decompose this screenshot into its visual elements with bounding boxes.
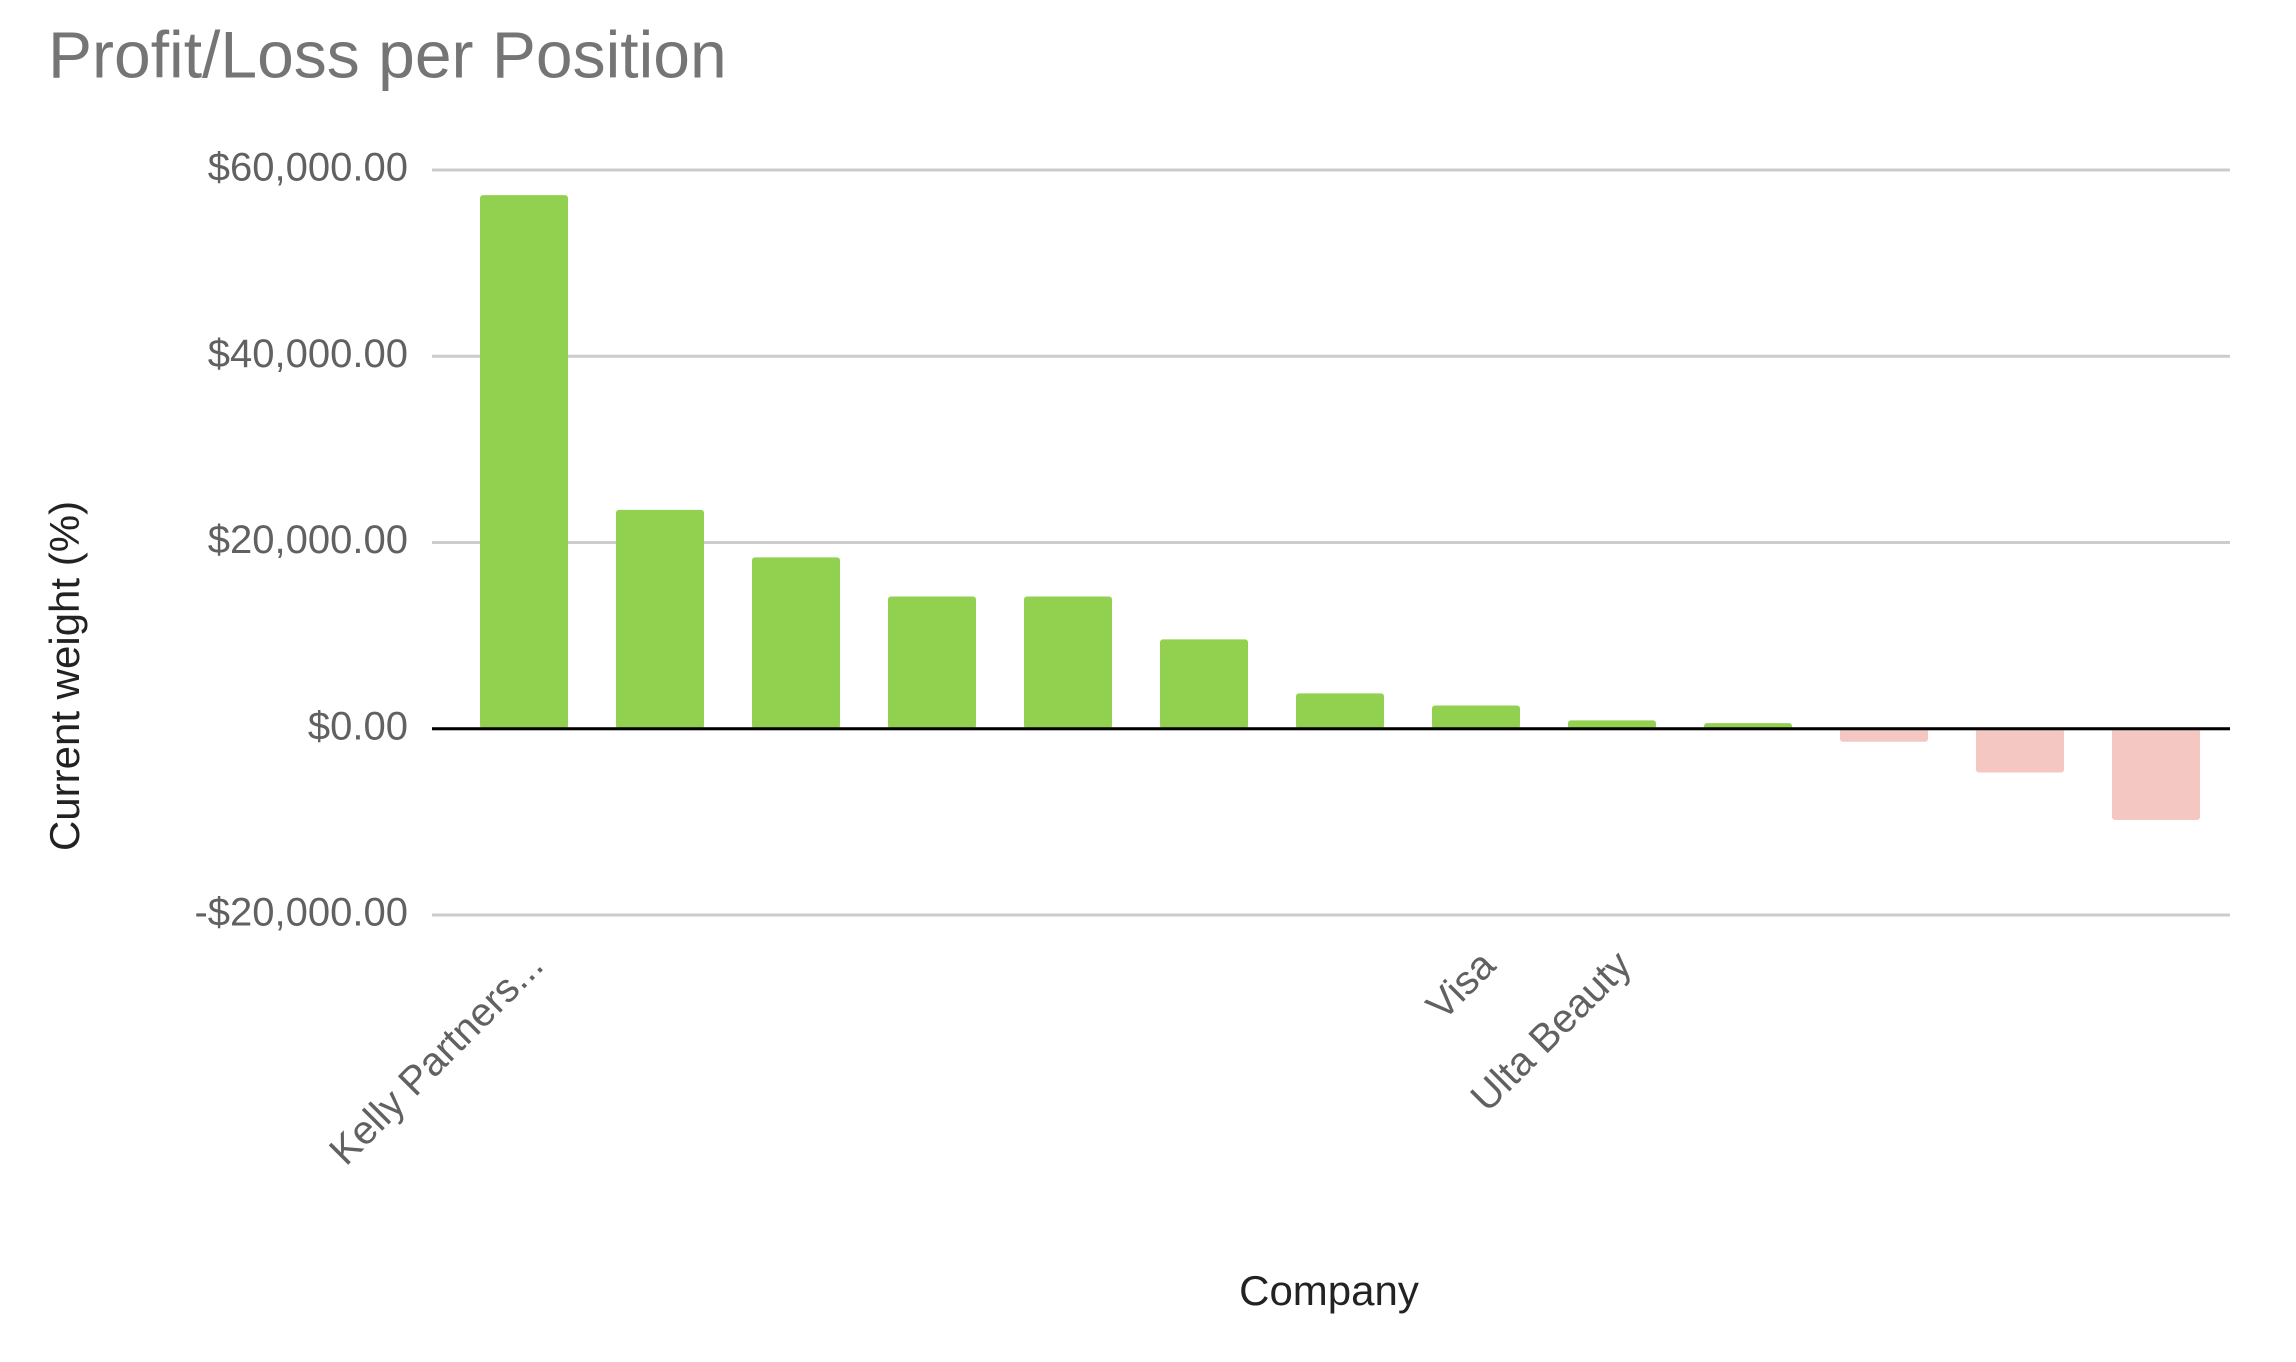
- bar: [2112, 728, 2200, 821]
- bar: [752, 557, 840, 729]
- x-tick-label: Kelly Partners...: [321, 943, 552, 1174]
- y-tick-label: $60,000.00: [208, 146, 408, 190]
- y-tick-label: -$20,000.00: [194, 891, 408, 935]
- bar: [1568, 720, 1656, 729]
- bar: [1976, 728, 2064, 773]
- y-tick-label: $40,000.00: [208, 332, 408, 376]
- chart-title: Profit/Loss per Position: [48, 17, 727, 91]
- bar: [480, 195, 568, 729]
- bar: [1432, 705, 1520, 729]
- bar: [1024, 596, 1112, 729]
- bar: [1296, 693, 1384, 729]
- y-tick-label: $0.00: [308, 704, 408, 748]
- bar: [1160, 639, 1248, 729]
- bar: [616, 509, 704, 729]
- bar: [888, 596, 976, 729]
- bar: [1840, 728, 1928, 742]
- x-tick-label: Visa: [1418, 942, 1504, 1028]
- y-tick-label: $20,000.00: [208, 518, 408, 562]
- x-axis-label: Company: [1239, 1267, 1419, 1314]
- y-axis-label: Current weight (%): [41, 501, 88, 851]
